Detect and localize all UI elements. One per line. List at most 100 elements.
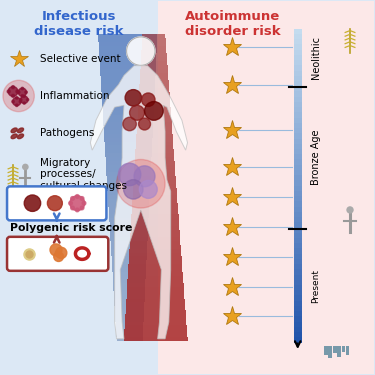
Polygon shape [142, 34, 165, 38]
Bar [294, 165, 302, 170]
Polygon shape [90, 66, 188, 339]
Polygon shape [132, 207, 178, 210]
Bar [294, 285, 302, 290]
Bar [294, 290, 302, 296]
Polygon shape [138, 99, 170, 103]
Polygon shape [116, 333, 143, 337]
Ellipse shape [18, 134, 24, 139]
Bar [294, 316, 302, 322]
Polygon shape [116, 321, 143, 326]
Polygon shape [124, 337, 188, 340]
Polygon shape [99, 50, 157, 54]
Polygon shape [104, 130, 153, 134]
Circle shape [21, 95, 24, 97]
Bar [294, 29, 302, 34]
Polygon shape [134, 172, 176, 176]
Polygon shape [132, 203, 178, 207]
Polygon shape [140, 80, 169, 84]
Polygon shape [133, 195, 177, 199]
Bar [333, 346, 337, 353]
Bar [294, 259, 302, 264]
Polygon shape [138, 103, 170, 107]
Bar [294, 65, 302, 70]
Bar [294, 306, 302, 311]
Polygon shape [138, 107, 171, 111]
Polygon shape [128, 264, 182, 268]
Polygon shape [138, 115, 171, 118]
Circle shape [3, 80, 34, 112]
Polygon shape [100, 76, 155, 80]
Polygon shape [110, 234, 148, 237]
Polygon shape [131, 222, 179, 226]
Polygon shape [132, 210, 178, 214]
Bar [294, 243, 302, 248]
Polygon shape [103, 115, 153, 118]
Circle shape [18, 88, 27, 96]
Circle shape [12, 94, 15, 97]
Circle shape [69, 201, 72, 205]
Polygon shape [110, 226, 148, 230]
Bar [346, 346, 349, 355]
Polygon shape [130, 241, 180, 245]
Polygon shape [132, 214, 178, 218]
Circle shape [24, 195, 40, 211]
Bar [294, 118, 302, 123]
Circle shape [138, 118, 150, 130]
Circle shape [54, 252, 63, 261]
Polygon shape [132, 199, 177, 203]
Polygon shape [100, 61, 156, 65]
Polygon shape [102, 96, 154, 99]
Ellipse shape [11, 134, 17, 139]
Circle shape [75, 195, 79, 198]
Bar [294, 128, 302, 133]
Polygon shape [116, 318, 144, 321]
Bar [294, 238, 302, 243]
Circle shape [134, 166, 155, 187]
Circle shape [80, 206, 84, 210]
Circle shape [17, 91, 20, 93]
Polygon shape [126, 295, 184, 298]
Polygon shape [135, 161, 175, 165]
Polygon shape [114, 295, 145, 298]
Circle shape [56, 247, 67, 258]
Polygon shape [135, 157, 174, 161]
Polygon shape [109, 218, 148, 222]
Polygon shape [126, 310, 186, 314]
Polygon shape [129, 253, 182, 257]
Bar [294, 191, 302, 196]
Polygon shape [110, 230, 148, 234]
Bar [338, 346, 340, 357]
Bar [294, 149, 302, 154]
Circle shape [123, 117, 136, 131]
Polygon shape [141, 65, 168, 69]
Circle shape [7, 90, 10, 93]
Polygon shape [125, 318, 186, 321]
Text: Selective event: Selective event [40, 54, 120, 64]
Bar [294, 70, 302, 76]
Bar [294, 301, 302, 306]
Circle shape [144, 102, 163, 120]
Bar [294, 175, 302, 180]
Polygon shape [130, 234, 180, 237]
Polygon shape [101, 84, 155, 88]
Polygon shape [135, 165, 175, 168]
Polygon shape [124, 326, 187, 329]
Polygon shape [106, 165, 151, 168]
Polygon shape [105, 153, 152, 157]
Bar [294, 201, 302, 207]
Circle shape [27, 99, 29, 101]
Text: Inflammation: Inflammation [40, 91, 110, 101]
Circle shape [125, 90, 141, 106]
Polygon shape [136, 130, 172, 134]
Polygon shape [134, 184, 176, 188]
Polygon shape [113, 276, 146, 279]
Bar [294, 138, 302, 144]
Bar [294, 112, 302, 118]
Text: Autoimmune
disorder risk: Autoimmune disorder risk [184, 10, 280, 38]
Circle shape [70, 196, 85, 211]
Bar [294, 217, 302, 222]
Polygon shape [140, 76, 168, 80]
Polygon shape [140, 69, 168, 73]
Bar [342, 346, 345, 352]
Bar [294, 274, 302, 280]
